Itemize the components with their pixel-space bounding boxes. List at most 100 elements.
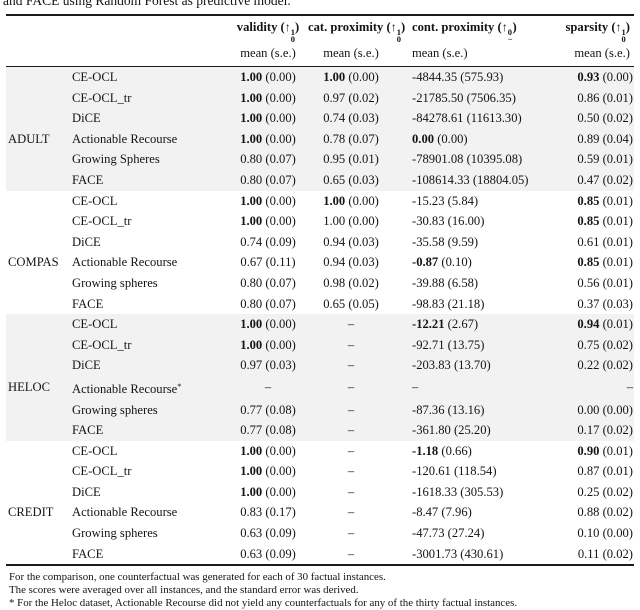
method-name: CE-OCL_tr (72, 334, 228, 356)
cell-cat-proximity: – (308, 375, 394, 400)
standard-error-value: (0.00) (262, 337, 296, 352)
cell-cat-proximity: – (347, 546, 355, 561)
cell-validity: 0.83 (0.17) (228, 502, 308, 523)
standard-error-value: (25.20) (450, 423, 491, 438)
cell-cat-proximity: 0.95 (0.01) (308, 149, 394, 170)
cell-cont-proximity: -84278.61 (11613.30) (394, 108, 560, 129)
method-name: Actionable Recourse* (72, 375, 228, 400)
mean-value: 0.17 (577, 423, 600, 438)
column-header-cat-proximity: cat. proximity (↑ 1 0) mean (s.e.) (308, 15, 405, 67)
standard-error-value: (0.00) (262, 70, 296, 84)
cell-sparsity: 0.50 (0.02) (560, 108, 634, 129)
cell-cat-proximity: 0.98 (0.02) (308, 273, 394, 294)
mean-value: 0.77 (240, 402, 263, 417)
standard-error-value: (10395.08) (463, 152, 523, 167)
table-row: CE-OCL_tr 1.00 (0.00) 0.97 (0.02) -21785.50… (6, 87, 634, 109)
up-arrow-icon: ↑ (390, 19, 397, 34)
table-row: Growing spheres 0.80 (0.07) 0.98 (0.02) -39… (6, 273, 634, 294)
cell-cat-proximity: – (347, 484, 355, 499)
dataset-label (6, 211, 72, 232)
standard-error-value: (305.53) (457, 484, 504, 499)
table-row: ADULT Actionable Recourse 1.00 (0.00) 0.78 … (6, 128, 634, 150)
cell-sparsity: 0.10 (0.00) (560, 523, 634, 544)
standard-error-value: (430.61) (457, 546, 504, 561)
table-row: CE-OCL 1.00 (0.00) – -12.21 (2.67) 0.94 (0.0… (6, 314, 634, 335)
cell-cat-proximity: 0.74 (0.03) (308, 108, 394, 129)
dataset-label (6, 482, 72, 503)
mean-value: -47.73 (412, 526, 445, 541)
cell-cat-proximity: – (308, 314, 394, 335)
method-name: Actionable Recourse (72, 505, 178, 520)
mean-value: 1.00 (240, 464, 263, 479)
mean-value: 0.94 (323, 255, 346, 270)
mean-value: 0.50 (577, 111, 600, 126)
header-label: cont. proximity (↑ 0−) (412, 19, 517, 44)
cell-cont-proximity: – (394, 375, 560, 400)
dataset-label: HELOC (6, 375, 72, 400)
mean-value: 0.00 (577, 402, 600, 417)
method-name: DiCE (72, 355, 228, 376)
column-header-cont-proximity: cont. proximity (↑ 0−) mean (s.e.) (394, 15, 560, 67)
cell-validity: 1.00 (0.00) (228, 128, 308, 150)
up-arrow-icon: ↑ (284, 19, 291, 34)
cell-cont-proximity: -361.80 (25.20) (394, 420, 560, 441)
cell-validity: 0.63 (0.09) (228, 544, 308, 566)
header-unit: mean (s.e.) (412, 45, 468, 60)
method-name: Growing Spheres (72, 149, 228, 170)
cell-validity: 1.00 (0.00) (228, 87, 308, 109)
mean-value: 0.85 (577, 214, 600, 229)
cell-validity: 1.00 (0.00) (228, 482, 308, 503)
cell-sparsity: 0.88 (0.02) (560, 502, 634, 523)
mean-value: -1618.33 (412, 484, 458, 499)
cell-cont-proximity: -8.47 (7.96) (394, 502, 560, 523)
mean-value: 0.95 (323, 152, 346, 167)
cell-validity: 1.00 (0.00) (228, 66, 308, 88)
standard-error-value: (0.03) (599, 296, 633, 311)
dataset-label (6, 461, 72, 482)
table-row: Growing spheres 0.63 (0.09) – -47.73 (27.24… (6, 523, 634, 544)
standard-error-value: (0.07) (262, 152, 296, 167)
footnote-line: For the comparison, one counterfactual w… (9, 571, 386, 584)
standard-error-value: (0.00) (345, 70, 379, 84)
table-row: FACE 0.80 (0.07) 0.65 (0.03) -108614.33 (18… (6, 169, 634, 191)
cell-cont-proximity: -39.88 (6.58) (394, 273, 560, 294)
standard-error-value: (0.11) (262, 255, 296, 270)
cell-cat-proximity: – (347, 505, 355, 520)
dataset-label (6, 544, 72, 566)
header-unit: mean (s.e.) (574, 45, 630, 60)
mean-value: 0.94 (577, 317, 600, 332)
standard-error-value: (0.01) (599, 255, 633, 270)
mean-value: -92.71 (412, 337, 445, 352)
standard-error-value: (0.00) (262, 90, 296, 105)
standard-error-value: (0.10) (438, 255, 472, 270)
cell-sparsity: 0.47 (0.02) (560, 169, 634, 191)
footnote-line: * For the Heloc dataset, Actionable Reco… (9, 597, 518, 610)
header-label: sparsity (↑ 1 0) (565, 19, 631, 44)
cell-validity: 1.00 (0.00) (228, 211, 308, 232)
cell-cont-proximity: -1618.33 (305.53) (394, 482, 560, 503)
standard-error-value: (2.67) (444, 317, 479, 332)
standard-error-value: (5.84) (444, 193, 479, 208)
table-row: HELOC Actionable Recourse* – – – – (6, 375, 634, 400)
standard-error-value: (0.09) (262, 234, 296, 249)
mean-value: -12.21 (412, 317, 445, 332)
mean-value: 0.00 (412, 131, 435, 146)
standard-error-value: (0.08) (262, 402, 296, 417)
dataset-label (6, 169, 72, 191)
dataset-label (6, 355, 72, 376)
dataset-label (6, 399, 72, 421)
cell-cont-proximity: -12.21 (2.67) (394, 314, 560, 335)
cell-validity: 1.00 (0.00) (228, 334, 308, 356)
cell-cat-proximity: – (308, 420, 394, 441)
cell-cat-proximity: 1.00 (0.00) (308, 66, 394, 88)
mean-value: 0.65 (323, 296, 346, 311)
cell-cat-proximity: 1.00 (0.00) (308, 211, 394, 232)
cell-sparsity: 0.93 (0.00) (560, 66, 634, 88)
header-row: validity (↑ 1 0) mean (s.e.) cat. proximit… (6, 15, 634, 67)
standard-error-value: (118.54) (450, 464, 497, 479)
standard-error-value: (575.93) (457, 70, 504, 84)
cell-cont-proximity: -203.83 (13.70) (394, 355, 560, 376)
mean-value: 1.00 (240, 443, 263, 458)
mean-value: 0.65 (323, 172, 346, 187)
mean-value: 0.80 (240, 172, 263, 187)
